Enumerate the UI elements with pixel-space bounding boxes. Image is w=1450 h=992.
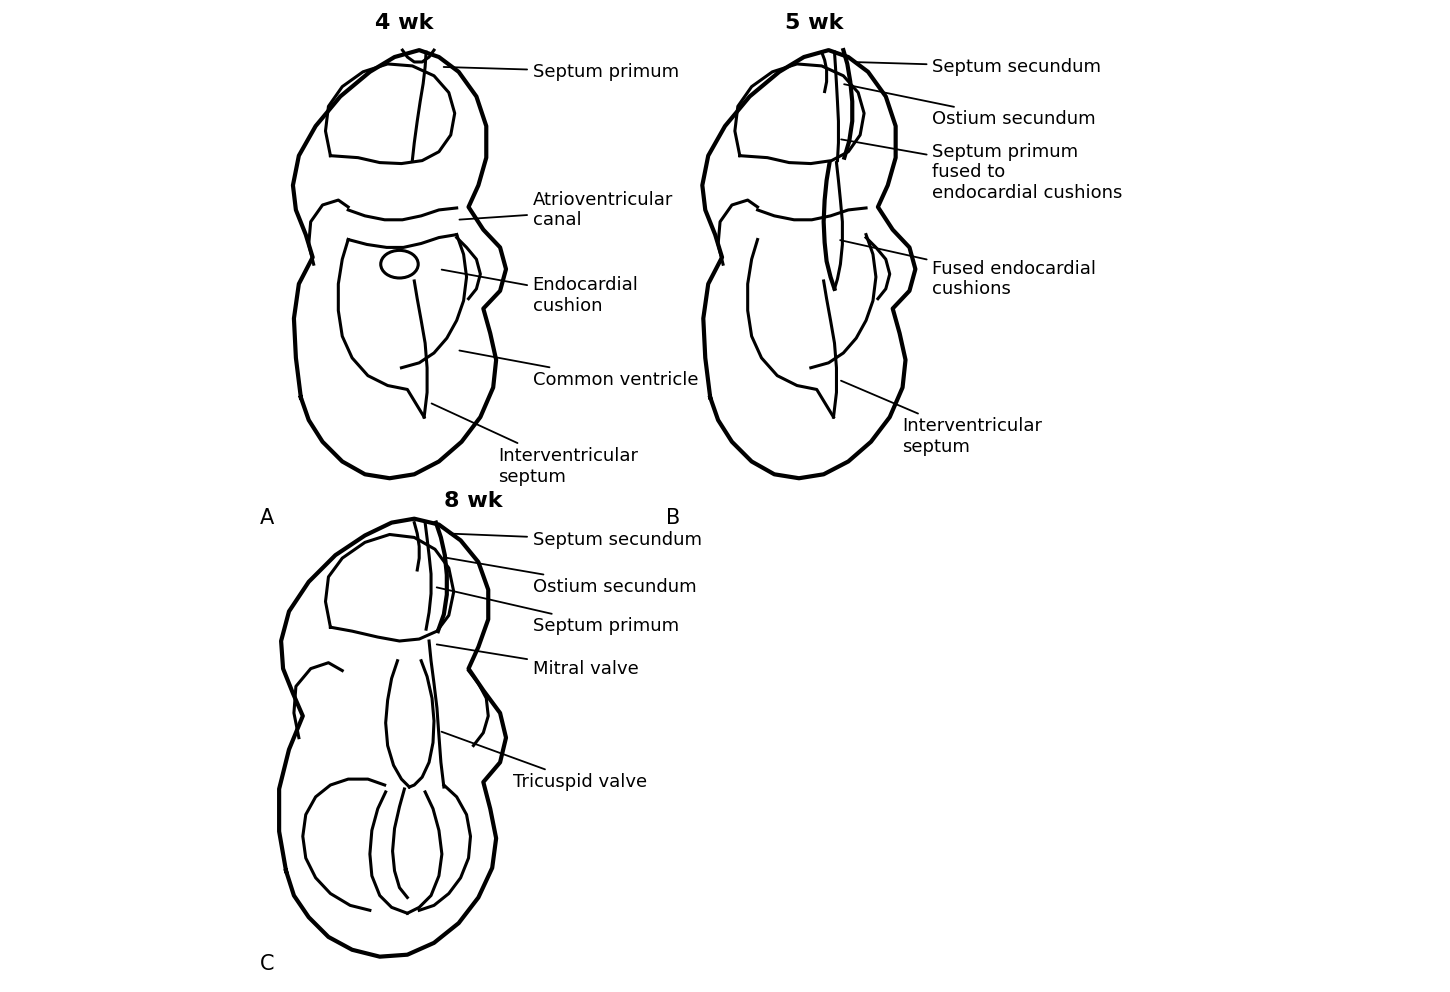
Text: 8 wk: 8 wk [444, 491, 503, 511]
Text: Fused endocardial
cushions: Fused endocardial cushions [840, 240, 1096, 299]
Text: Endocardial
cushion: Endocardial cushion [442, 270, 638, 315]
Text: Septum primum: Septum primum [444, 62, 679, 80]
Text: Tricuspid valve: Tricuspid valve [442, 732, 647, 791]
Text: Septum primum
fused to
endocardial cushions: Septum primum fused to endocardial cushi… [841, 140, 1122, 202]
Text: A: A [260, 508, 274, 528]
Text: Common ventricle: Common ventricle [460, 350, 697, 389]
Text: Interventricular
septum: Interventricular septum [841, 381, 1043, 456]
Text: B: B [666, 508, 680, 528]
Text: Atrioventricular
canal: Atrioventricular canal [460, 190, 673, 229]
Text: Septum primum: Septum primum [436, 587, 679, 635]
Text: 4 wk: 4 wk [376, 13, 434, 33]
Text: 5 wk: 5 wk [784, 13, 842, 33]
Ellipse shape [381, 250, 418, 278]
Text: C: C [260, 954, 274, 974]
Text: Interventricular
septum: Interventricular septum [432, 404, 638, 486]
Text: Mitral valve: Mitral valve [436, 645, 638, 678]
Text: Septum secundum: Septum secundum [854, 58, 1101, 76]
Text: Septum secundum: Septum secundum [450, 532, 702, 550]
Text: Ostium secundum: Ostium secundum [445, 558, 696, 596]
Text: Ostium secundum: Ostium secundum [844, 84, 1096, 128]
